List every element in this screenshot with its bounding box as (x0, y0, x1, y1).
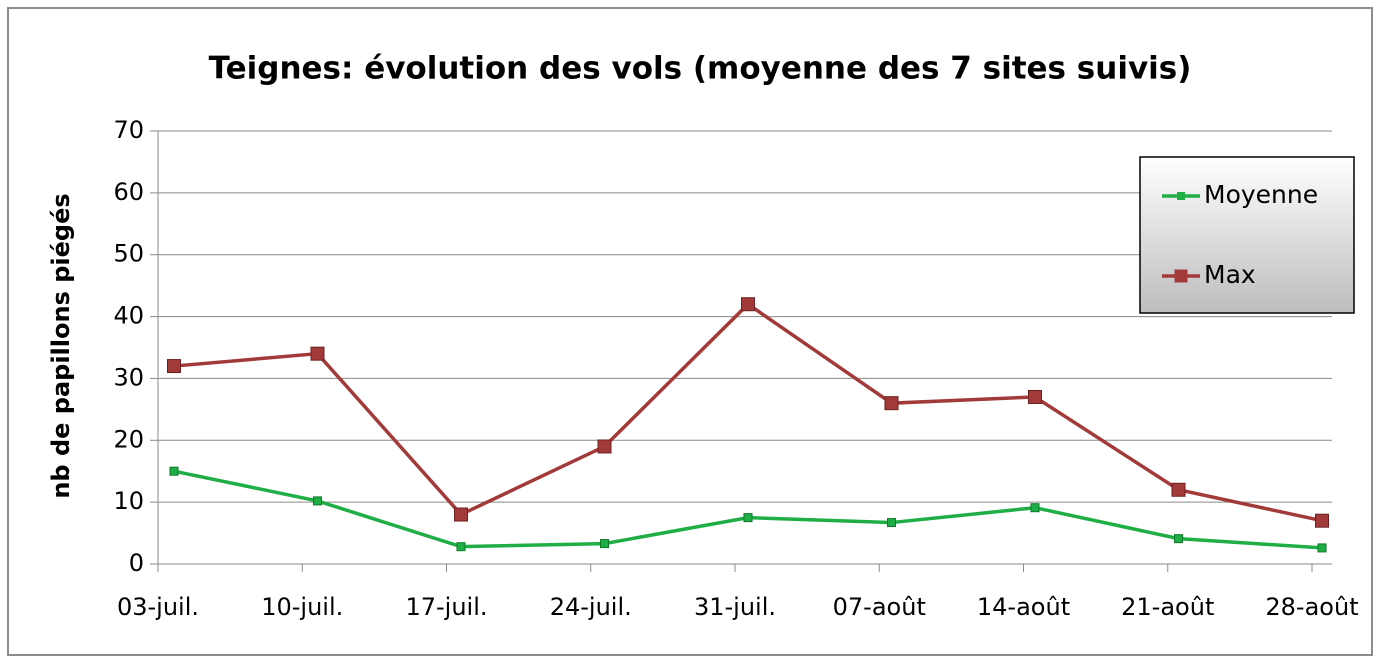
chart-title: Teignes: évolution des vols (moyenne des… (209, 51, 1192, 87)
y-tick-label: 30 (113, 363, 144, 391)
legend-box (1139, 156, 1355, 314)
x-tick-label: 14-août (977, 593, 1070, 621)
x-tick-label: 03-juil. (117, 593, 199, 621)
point-marker (600, 539, 609, 549)
legend-label: Moyenne (1204, 180, 1318, 209)
x-tick-label: 31-juil. (694, 593, 776, 621)
point-marker (167, 359, 181, 374)
point-marker (1315, 513, 1329, 528)
point-marker (887, 518, 896, 528)
legend-marker (1177, 192, 1185, 200)
point-marker (884, 396, 899, 411)
point-marker (1028, 389, 1042, 404)
point-marker (310, 346, 325, 361)
y-tick-label: 0 (129, 549, 144, 577)
y-tick-label: 50 (113, 240, 144, 268)
y-axis-title: nb de papillons piégés (47, 193, 75, 498)
point-marker (456, 542, 466, 552)
x-tick-label: 28-août (1265, 593, 1358, 621)
y-tick-label: 70 (113, 116, 144, 144)
point-marker (743, 513, 753, 523)
legend-label: Max (1204, 260, 1256, 289)
y-tick-label: 20 (113, 425, 144, 453)
point-marker (313, 496, 322, 506)
point-marker (597, 439, 612, 454)
x-tick-label: 10-juil. (261, 593, 343, 621)
x-tick-label: 24-juil. (550, 593, 632, 621)
point-marker (454, 507, 468, 522)
y-tick-label: 10 (113, 487, 144, 515)
x-tick-label: 21-août (1121, 593, 1214, 621)
x-tick-label: 17-juil. (405, 593, 487, 621)
point-marker (1030, 503, 1040, 513)
chart-frame (7, 7, 1373, 656)
legend-marker (1174, 269, 1188, 283)
y-tick-label: 40 (113, 302, 144, 330)
x-tick-label: 07-août (833, 593, 926, 621)
point-marker (1317, 543, 1327, 553)
point-marker (169, 466, 179, 476)
point-marker (741, 297, 755, 312)
y-tick-label: 60 (113, 178, 144, 206)
point-marker (1171, 482, 1186, 497)
point-marker (1174, 534, 1183, 544)
